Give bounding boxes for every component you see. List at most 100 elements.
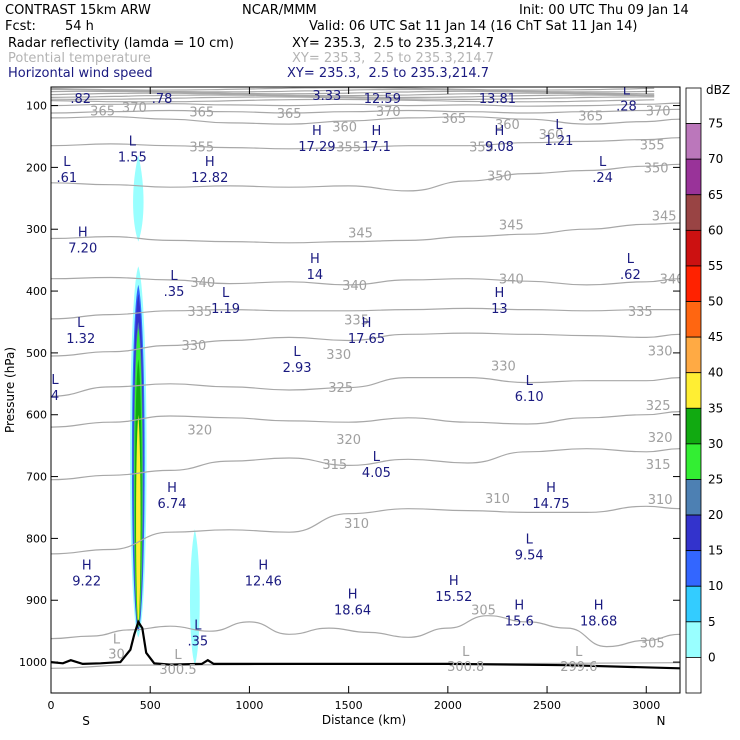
theta-label-340-21: 340 [342, 279, 367, 294]
theta-contour-335 [51, 307, 680, 320]
terrain-low-letter-2: L [113, 633, 121, 648]
theta-label-325-31: 325 [328, 381, 353, 396]
x-tick-label-1000: 1000 [235, 699, 263, 712]
colorbar-label-45: 45 [708, 330, 723, 344]
terrain-low-value-1: 299.6 [560, 660, 597, 675]
wind-high-value-34: 18.68 [580, 615, 617, 630]
forecast-label: Fcst: [5, 19, 36, 34]
y-tick-label-1000: 1000 [19, 656, 47, 669]
theta-contour-310 [51, 505, 680, 555]
y-tick-label-600: 600 [26, 409, 47, 422]
wind-low-value-17: .35 [164, 285, 185, 300]
colorbar-swatch-8 [685, 372, 702, 409]
colorbar-swatch-2 [685, 158, 702, 196]
terrain-low-value-3: 300.5 [159, 663, 196, 678]
wind-high-letter-34: H [594, 599, 604, 614]
x-tick-label-2500: 2500 [533, 699, 561, 712]
organization: NCAR/MMM [242, 3, 317, 18]
colorbar-label-55: 55 [708, 259, 723, 273]
theta-contour-370 [51, 102, 680, 107]
wind-low-letter-17: L [170, 269, 178, 284]
wind-low-letter-6: L [129, 135, 137, 150]
y-tick-label-700: 700 [26, 471, 47, 484]
valid-time: Valid: 06 UTC Sat 11 Jan 14 (16 ChT Sat … [309, 19, 638, 34]
wind-low-letter-16: L [627, 252, 635, 267]
wind-speed-labels: L.82L.78L3.33H12.59H13.81L.28L1.55L.61H1… [51, 73, 641, 649]
theta-label-360-10: 360 [539, 128, 564, 143]
theta-label-335-24: 335 [187, 305, 212, 320]
plot-frame [50, 86, 681, 694]
wind-high-value-29: 9.22 [72, 574, 101, 589]
colorbar-label-15: 15 [708, 544, 723, 558]
theta-label-340-20: 340 [190, 276, 215, 291]
wind-low-value-2: 3.33 [312, 89, 341, 104]
x-tick-label-1500: 1500 [335, 699, 363, 712]
wind-high-letter-33: H [514, 599, 524, 614]
wind-high-letter-4: H [493, 76, 503, 91]
theta-label-305-41: 305 [471, 604, 496, 619]
x-tick-label-2000: 2000 [434, 699, 462, 712]
colorbar-swatch-0 [685, 87, 702, 124]
colorbar-swatch-10 [685, 443, 702, 480]
colorbar-swatch-3 [685, 194, 702, 231]
colorbar-swatch-13 [685, 550, 702, 587]
theta-label-320-34: 320 [336, 433, 361, 448]
theta-contour-305 [51, 615, 680, 648]
x-axis-title: Distance (km) [322, 713, 406, 727]
theta-contour-340 [51, 276, 680, 286]
theta-label-350-16: 350 [644, 161, 669, 176]
theta-label-345-19: 345 [652, 210, 677, 225]
colorbar-label-75: 75 [708, 117, 723, 131]
theta-label-345-18: 345 [499, 218, 524, 233]
theta-label-365-2: 365 [189, 106, 214, 121]
theta-label-310-39: 310 [648, 493, 673, 508]
wind-high-letter-9: H [312, 124, 322, 139]
endpoint-left: S [82, 714, 90, 728]
wind-high-value-21: 17.65 [348, 332, 385, 347]
wind-high-letter-10: H [372, 124, 382, 139]
colorbar-label-5: 5 [708, 615, 716, 629]
y-tick-label-500: 500 [26, 347, 47, 360]
wind-low-value-28: 9.54 [515, 548, 544, 563]
colorbar-swatch-15 [685, 621, 702, 658]
theta-contour-315 [51, 448, 680, 481]
wind-high-value-27: 14.75 [532, 497, 569, 512]
theta-contour-325 [51, 377, 680, 397]
colorbar-swatch-9 [685, 407, 702, 445]
theta-label-350-15: 350 [487, 169, 512, 184]
theta-contour-355 [51, 137, 680, 150]
colorbar-swatch-14 [685, 585, 702, 623]
theta-label-355-13: 355 [469, 140, 494, 155]
main-convective-column-dbz-40-7 [136, 414, 141, 625]
wind-low-letter-24: L [51, 373, 59, 388]
wind-low-value-1: .78 [152, 92, 173, 107]
x-tick-label-3000: 3000 [632, 699, 660, 712]
wind-high-value-11: 9.08 [485, 140, 514, 155]
theta-label-335-25: 335 [344, 314, 369, 329]
colorbar-label-65: 65 [708, 188, 723, 202]
wind-high-letter-29: H [82, 558, 92, 573]
theta-contour-365 [51, 108, 680, 114]
axes: Distance (km) Pressure (hPa) S N 100 200 3… [3, 87, 680, 728]
wind-low-value-16: .62 [620, 268, 641, 283]
endpoint-right: N [657, 714, 666, 728]
wind-low-letter-23: L [526, 374, 534, 389]
wind-low-letter-22: L [293, 345, 301, 360]
theta-label-330-29: 330 [491, 359, 516, 374]
wind-low-letter-2: L [323, 73, 331, 88]
wind-low-value-23: 6.10 [515, 390, 544, 405]
wind-low-value-5: .28 [616, 99, 637, 114]
wind-high-value-32: 18.64 [334, 603, 371, 618]
colorbar-swatch-1 [685, 123, 702, 160]
x-tick-label-0: 0 [48, 699, 55, 712]
wind-low-letter-25: L [373, 450, 381, 465]
wind-low-value-24: 4 [51, 389, 59, 404]
wind-low-letter-35: L [194, 618, 202, 633]
wind-low-letter-13: L [599, 155, 607, 170]
theta-label-330-30: 330 [648, 344, 673, 359]
colorbar-swatch-4 [685, 229, 702, 267]
main-convective-column-dbz-5-0 [133, 155, 144, 242]
colorbar-swatch-5 [685, 265, 702, 302]
x-tick-label-500: 500 [140, 699, 161, 712]
forecast-hours: 54 h [65, 19, 94, 34]
